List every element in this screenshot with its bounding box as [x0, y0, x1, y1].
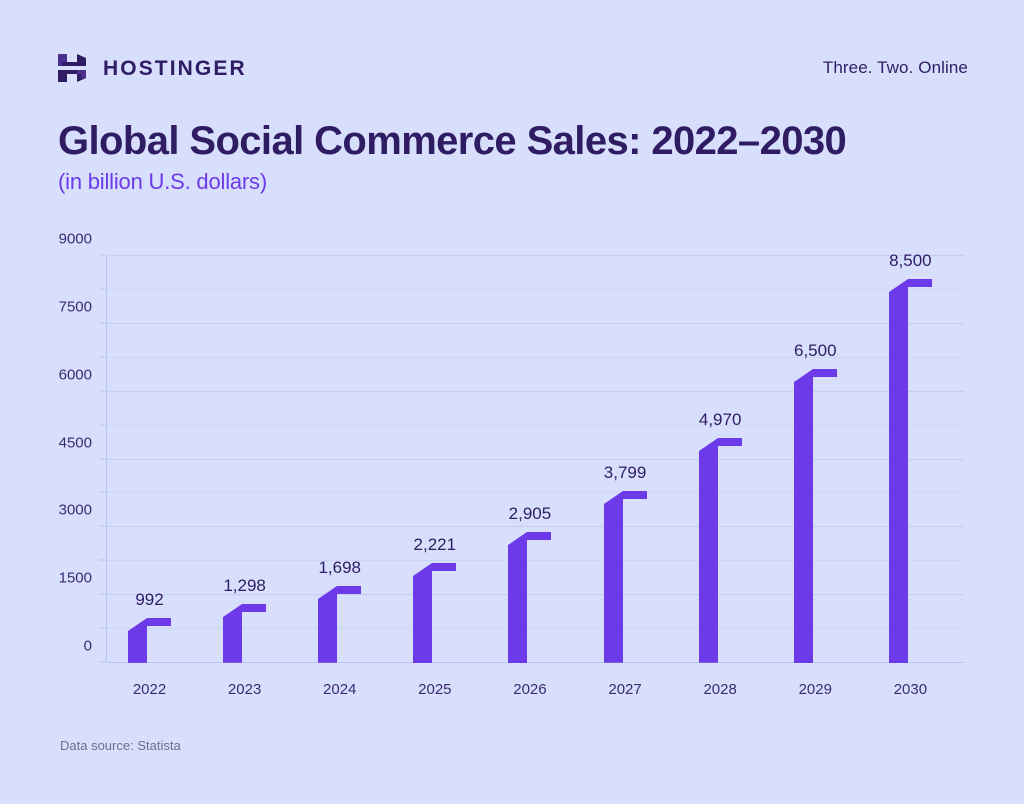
- hostinger-h-logo-icon: [56, 51, 90, 85]
- y-axis-tick-label: 1500: [58, 569, 92, 587]
- bar-group[interactable]: 992 2022: [128, 590, 223, 698]
- bar-group[interactable]: 6,500 2029: [793, 341, 889, 698]
- chart-subtitle: (in billion U.S. dollars): [58, 169, 267, 194]
- bar-group[interactable]: 4,970 2028: [698, 410, 794, 698]
- data-source-note: Data source: Statista: [60, 738, 181, 753]
- x-axis-tick-label: 2024: [323, 681, 357, 698]
- bar-group[interactable]: 3,799 2027: [603, 463, 699, 698]
- page-header: HOSTINGER Three. Two. Online: [56, 46, 968, 90]
- bar-value-label: 2,905: [508, 503, 552, 523]
- gridline-major: [108, 322, 964, 324]
- brand-logo: HOSTINGER: [56, 51, 247, 85]
- gridline-major: [108, 526, 964, 528]
- gridline-major: [108, 594, 964, 596]
- y-axis-tick-mark: [99, 322, 106, 324]
- bar-group[interactable]: 2,905 2026: [508, 504, 603, 698]
- y-axis-tick-mark: [99, 593, 106, 595]
- chart-title: Global Social Commerce Sales: 2022–2030: [58, 119, 847, 163]
- x-axis-tick-label: 2022: [132, 681, 167, 698]
- y-axis-line: [106, 256, 107, 663]
- y-axis-tick-mark: [99, 559, 106, 561]
- y-axis-tick-label: 7500: [58, 298, 92, 316]
- gridline-minor: [108, 560, 964, 562]
- bar[interactable]: [128, 618, 171, 663]
- y-axis-tick-mark: [99, 356, 106, 358]
- y-axis-tick-mark: [99, 661, 106, 663]
- bar-group[interactable]: 2,221 2025: [413, 535, 508, 698]
- gridline-minor: [108, 356, 964, 358]
- bar-value-label: 4,970: [698, 410, 742, 430]
- bar[interactable]: [698, 438, 742, 663]
- gridline-major: [108, 458, 964, 460]
- bar-value-label: 6,500: [793, 341, 837, 361]
- bar[interactable]: [888, 278, 932, 663]
- y-axis-tick-label: 4500: [58, 434, 92, 451]
- x-axis-tick-label: 2029: [798, 681, 832, 698]
- bar[interactable]: [793, 369, 837, 663]
- y-axis-tick-label: 0: [83, 637, 92, 655]
- y-axis-tick-label: 6000: [58, 366, 92, 384]
- bar-group[interactable]: 1,298 2023: [223, 576, 318, 698]
- y-axis-tick-mark: [99, 491, 106, 493]
- gridline-major: [108, 662, 964, 663]
- bar-value-label: 8,500: [889, 250, 932, 270]
- bar-value-label: 3,799: [603, 463, 647, 483]
- x-axis-tick-label: 2025: [418, 681, 452, 698]
- y-axis-tick-label: 3000: [58, 501, 92, 519]
- x-axis-tick-label: 2027: [608, 681, 642, 698]
- bar[interactable]: [508, 531, 552, 663]
- gridline-minor: [108, 424, 964, 426]
- gridline-major: [108, 255, 964, 256]
- bar-group[interactable]: 1,698 2024: [318, 558, 413, 698]
- x-axis-tick-label: 2023: [227, 681, 262, 698]
- y-axis-tick-mark: [99, 254, 106, 256]
- brand-wordmark: HOSTINGER: [103, 56, 247, 80]
- x-axis-tick-label: 2030: [893, 681, 928, 698]
- brand-tagline: Three. Two. Online: [822, 58, 968, 77]
- y-axis-tick-mark: [99, 288, 106, 290]
- x-axis-tick-label: 2026: [513, 681, 547, 698]
- bar[interactable]: [318, 586, 362, 663]
- bar-value-label: 1,698: [318, 558, 361, 578]
- bar[interactable]: [413, 562, 457, 663]
- gridline-minor: [108, 288, 964, 290]
- y-axis-tick-mark: [99, 458, 106, 459]
- bar[interactable]: [603, 491, 647, 663]
- y-axis-tick-label: 9000: [58, 230, 92, 248]
- bar-chart: 0 1500 3000 4500 6000 7500 9000 992 2022 1,298 202…: [59, 231, 964, 698]
- x-axis-tick-label: 2028: [703, 681, 737, 698]
- gridline-minor: [108, 628, 964, 630]
- y-axis-tick-mark: [99, 390, 106, 392]
- gridline-major: [108, 390, 964, 392]
- bar-group[interactable]: 8,500 2030: [888, 251, 984, 698]
- gridline-minor: [108, 492, 964, 494]
- bar-value-label: 2,221: [413, 534, 457, 554]
- bar[interactable]: [223, 604, 267, 663]
- y-axis-tick-mark: [99, 627, 106, 629]
- y-axis-tick-mark: [99, 424, 106, 426]
- bar-value-label: 1,298: [223, 576, 266, 596]
- y-axis-tick-mark: [99, 525, 106, 527]
- bar-value-label: 992: [135, 590, 164, 610]
